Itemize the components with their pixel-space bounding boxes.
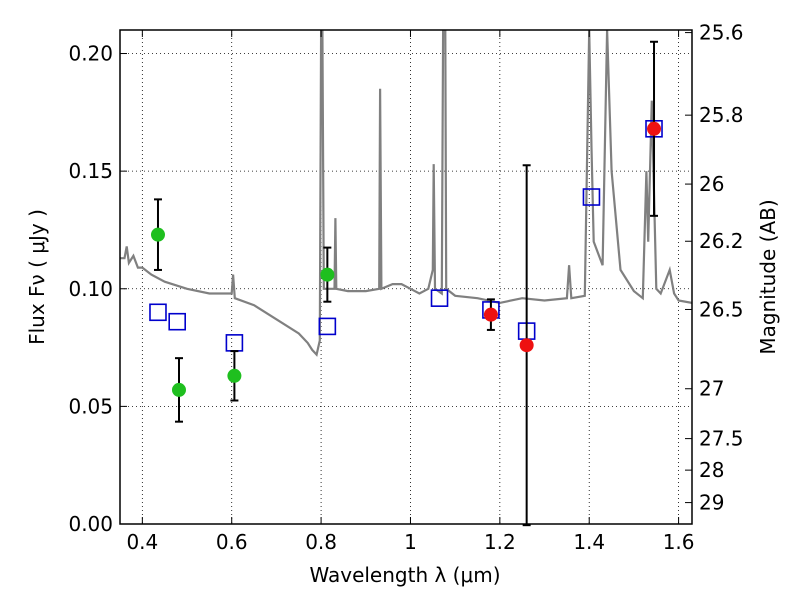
y-axis-ticks: 0.00 0.05 0.10 0.15 0.20 [68, 42, 127, 536]
right-axis-title: Magnitude (AB) [756, 199, 780, 354]
mag-tick-label: 27 [699, 377, 724, 401]
x-axis-title: Wavelength λ (μm) [309, 563, 500, 587]
x-tick-label: 1.4 [573, 530, 605, 554]
x-tick-label: 1.2 [484, 530, 516, 554]
green-point [320, 267, 335, 282]
y-axis-title: Flux Fν ( μJy ) [25, 209, 49, 345]
y-tick-label: 0.00 [68, 512, 113, 536]
green-point [171, 382, 186, 397]
data-points [149, 40, 663, 527]
x-tick-label: 0.8 [305, 530, 337, 554]
mag-tick-label: 28 [699, 458, 724, 482]
mag-tick-label: 26 [699, 172, 724, 196]
mag-tick-label: 26.2 [699, 229, 744, 253]
green-point [150, 227, 165, 242]
magnitude-axis-ticks: 25.6 25.8 26 26.2 26.5 27 27.5 28 29 [685, 21, 744, 515]
model-square [149, 303, 167, 322]
model-square [582, 188, 601, 206]
model-spectrum [120, 30, 692, 357]
mag-tick-label: 27.5 [699, 427, 744, 451]
mag-tick-label: 25.8 [699, 103, 744, 127]
mag-tick-label: 25.6 [699, 21, 744, 45]
x-axis-ticks: 0.4 0.6 0.8 1 1.2 1.4 1.6 [126, 30, 695, 554]
red-point [483, 307, 498, 322]
red-point [647, 121, 662, 136]
x-tick-label: 0.4 [126, 530, 158, 554]
model-square [430, 289, 449, 307]
x-tick-label: 1 [404, 530, 417, 554]
y-tick-label: 0.15 [68, 159, 113, 183]
mag-tick-label: 26.5 [699, 297, 744, 321]
red-point [519, 338, 534, 353]
model-square [318, 317, 337, 336]
y-tick-label: 0.05 [68, 394, 113, 418]
y-tick-label: 0.10 [68, 277, 113, 301]
y-tick-label: 0.20 [68, 42, 113, 66]
green-point [227, 368, 242, 383]
plot-frame [119, 29, 693, 525]
x-tick-label: 1.6 [663, 530, 695, 554]
spectrum-line [120, 30, 692, 357]
model-square [225, 334, 244, 352]
model-square [168, 312, 186, 331]
mag-tick-label: 29 [699, 491, 724, 515]
x-tick-label: 0.6 [216, 530, 248, 554]
